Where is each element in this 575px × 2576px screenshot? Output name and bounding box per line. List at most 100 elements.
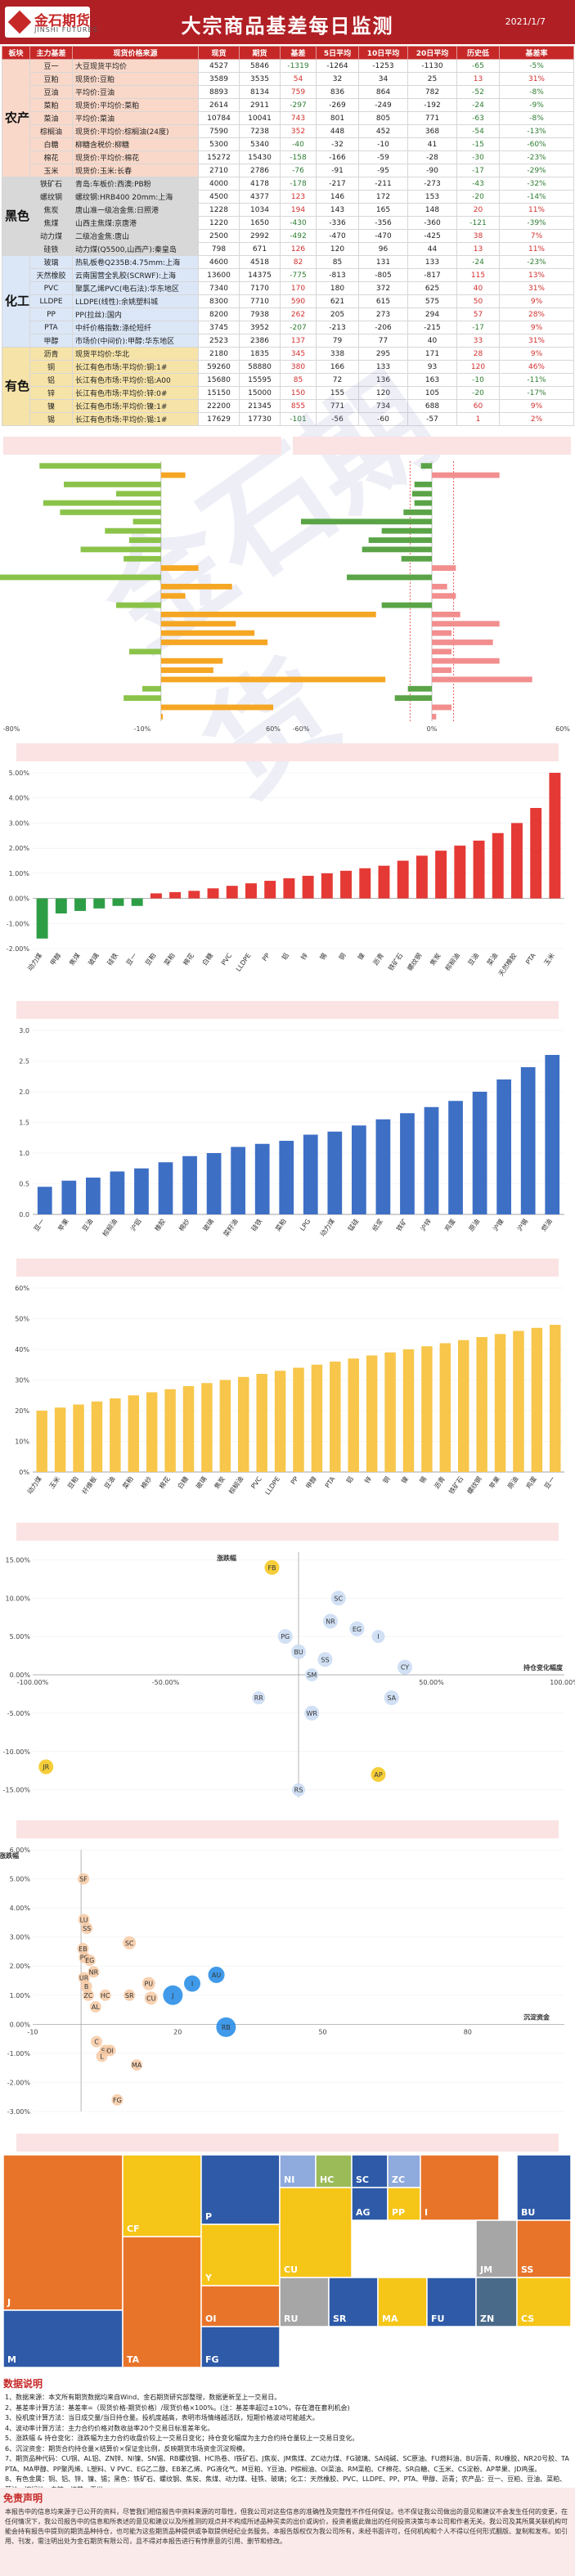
bar — [226, 886, 238, 899]
brand-cn: 金石期货 — [34, 13, 90, 29]
bar — [511, 823, 523, 899]
y-tick: 5.00% — [10, 1876, 31, 1883]
category-label: 纤维板 — [80, 1474, 98, 1495]
category-label: 白糖 — [176, 1474, 190, 1490]
bubble-label: RR — [254, 1694, 264, 1702]
bar — [397, 860, 409, 899]
cell-lo: 120 — [456, 360, 500, 374]
cell-a20: 575 — [407, 294, 457, 308]
speculation-chart: 0.0 0.5 1.0 1.5 2.0 2.5 3.0 豆一 苹果 豆油 棕榈油 沪铝 橡胶 棉纱 玻璃 菜籽… — [16, 1001, 564, 1238]
cell-basis: 170 — [280, 281, 317, 295]
bar — [366, 1355, 378, 1472]
cell-basis: 743 — [280, 111, 317, 125]
brand-en: JINSHI FUTURES — [34, 26, 98, 34]
header-cell: 期货 — [239, 46, 281, 60]
bar — [133, 518, 161, 525]
cell-basis: -207 — [280, 321, 317, 334]
bar — [160, 565, 199, 572]
x-tick: 100.00% — [550, 1679, 575, 1686]
category-label: 螺纹钢 — [465, 1474, 483, 1495]
cell-spot: 59260 — [198, 360, 240, 374]
category-label: 玻璃 — [201, 1217, 215, 1232]
bar — [0, 574, 161, 581]
y-tick: 40% — [15, 1346, 29, 1353]
cell-src: 柳糖含税价:柳糖 — [72, 137, 199, 151]
bar — [473, 840, 485, 899]
bar — [400, 1113, 415, 1214]
cell-a20: 153 — [407, 190, 457, 204]
category-label: 豆粕 — [143, 951, 157, 967]
bubble — [77, 1942, 89, 1954]
treemap-cell — [420, 2154, 500, 2221]
y-tick: 50% — [15, 1316, 29, 1323]
treemap-label: M — [7, 2354, 16, 2365]
cell-a20: 25 — [407, 72, 457, 86]
cell-rate: -39% — [499, 216, 574, 230]
bar — [207, 888, 219, 899]
bar — [160, 657, 223, 664]
cell-code: 动力煤 — [29, 229, 73, 243]
treemap-label: SS — [521, 2264, 533, 2275]
treemap-label: HC — [320, 2174, 334, 2185]
bar — [158, 1162, 173, 1214]
futures-change-chart: -2.00% -1.00% 0.00% 1.00% 2.00% 3.00% 4.00% 5.0… — [7, 743, 564, 977]
y-tick: -1.00% — [7, 920, 30, 927]
bubble-label: ZC — [83, 1992, 92, 1999]
bubble-label: LU — [80, 1916, 88, 1923]
bar — [368, 537, 432, 543]
table-row: 豆粕 现货价:豆粕 3589 3535 54 32 34 25 13 31% — [2, 72, 574, 86]
category-label: 菜籽油 — [222, 1217, 240, 1237]
cell-code: 棉花 — [29, 150, 73, 164]
bubble-label: SC — [334, 1595, 343, 1602]
cell-src: 中纤价格指数:涤纶短纤 — [72, 321, 199, 334]
bar — [432, 611, 460, 617]
bar — [129, 648, 161, 655]
y-tick: 0.00% — [10, 2021, 31, 2028]
cell-lo: -65 — [456, 59, 500, 73]
y-tick: 2.00% — [9, 845, 30, 852]
cell-rate: 11% — [499, 242, 574, 256]
header-cell: 板块 — [2, 46, 30, 60]
cell-rate: -23% — [499, 150, 574, 164]
basis-rate-charts: -80% -10% 60% -60% 0% 60% — [0, 437, 571, 733]
data-notes-heading: 数据说明 — [3, 2378, 43, 2390]
bubble-label: J — [171, 1992, 173, 1999]
category-label: 玻璃 — [87, 951, 101, 967]
cell-fut: 4377 — [239, 190, 281, 204]
bubble — [82, 1989, 94, 2001]
bubble — [264, 1560, 280, 1575]
bubble-label: SM — [307, 1672, 317, 1679]
bar — [407, 685, 432, 692]
cell-code: 玻璃 — [29, 255, 73, 269]
cell-lo: -20 — [456, 386, 500, 400]
category-label: 橡胶 — [153, 1217, 167, 1232]
cell-fut: 1034 — [239, 203, 281, 217]
cell-spot: 2500 — [198, 229, 240, 243]
cell-rate: -29% — [499, 164, 574, 177]
bar — [160, 583, 232, 590]
cell-a5: 771 — [316, 399, 359, 413]
cell-rate: -5% — [499, 59, 574, 73]
x-axis-label: 沉淀资金 — [523, 2013, 550, 2021]
bar — [116, 602, 161, 608]
cell-rate: 31% — [499, 334, 574, 348]
table-row: 黑色 铁矿石 青岛:车板价:西澳:PB粉 4000 4178 -178 -217 -211 -2… — [2, 177, 574, 256]
cell-fut: 2786 — [239, 164, 281, 177]
treemap-label: TA — [127, 2354, 140, 2365]
bar — [352, 1125, 366, 1214]
cell-lo: 40 — [456, 281, 500, 295]
bar — [432, 657, 500, 664]
bubble — [398, 1659, 412, 1675]
y-tick: -15.00% — [3, 1787, 31, 1794]
bar — [545, 1055, 560, 1214]
table-row: 焦炭 唐山准一级冶金焦:日照港 1228 1034 194 143 165 148 20 11% — [2, 203, 574, 217]
cell-a5: 155 — [316, 386, 359, 400]
cell-spot: 3745 — [198, 321, 240, 334]
bubble — [384, 1690, 399, 1706]
cell-rate: -8% — [499, 85, 574, 99]
bar — [330, 1362, 341, 1472]
bar — [91, 1401, 103, 1472]
category-label: 沥青 — [433, 1474, 447, 1490]
x-axis-label: 持仓变化幅度 — [523, 1663, 564, 1672]
bar — [381, 527, 432, 534]
